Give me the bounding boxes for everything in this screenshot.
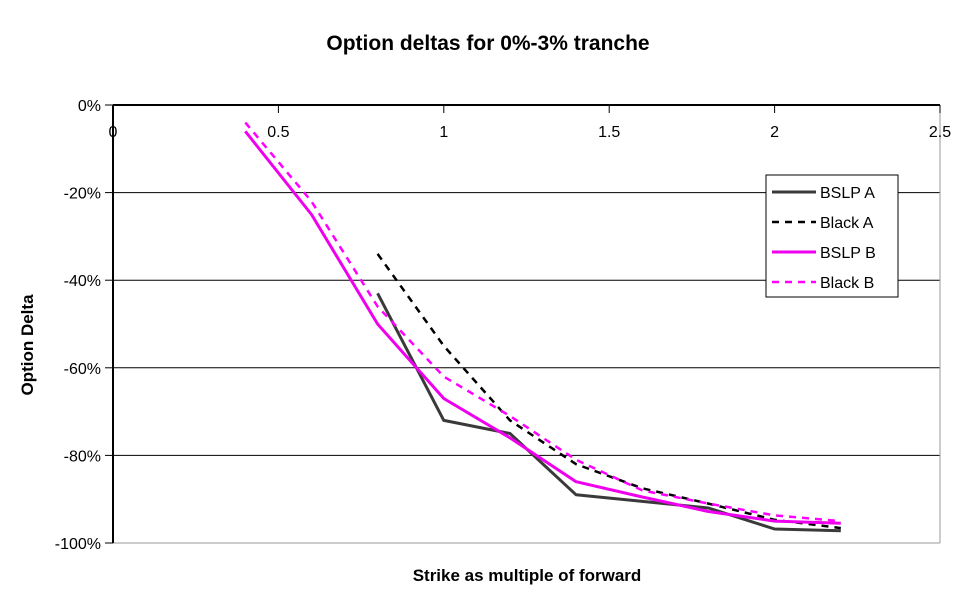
- x-tick-label: 0.5: [267, 124, 289, 141]
- x-axis-title: Strike as multiple of forward: [413, 566, 642, 585]
- legend-label-black-b: Black B: [820, 275, 874, 292]
- legend-label-bslp-a: BSLP A: [820, 185, 875, 202]
- y-axis-title: Option Delta: [18, 294, 37, 396]
- y-tick-label: -80%: [64, 448, 101, 465]
- legend-label-bslp-b: BSLP B: [820, 245, 876, 262]
- series-line-bslp-a: [376, 292, 841, 533]
- chart-title: Option deltas for 0%-3% tranche: [326, 32, 649, 55]
- y-tick-label: -40%: [64, 273, 101, 290]
- series-line-bslp-b: [244, 130, 841, 525]
- x-tick-label: 0: [109, 124, 118, 141]
- y-tick-label: -60%: [64, 361, 101, 378]
- y-tick-label: -100%: [55, 536, 101, 553]
- series-line-black-a: [376, 253, 841, 530]
- x-tick-label: 1: [439, 124, 448, 141]
- y-tick-label: 0%: [78, 98, 101, 115]
- series-line-black-b: [244, 121, 841, 523]
- x-tick-label: 2: [770, 124, 779, 141]
- y-tick-label: -20%: [64, 186, 101, 203]
- chart-generated-layer: 0 0.5 1 1.5 2 2.5 0% -20% -40% -60% -80% -100% BSLP …: [55, 98, 951, 553]
- x-tick-label: 1.5: [598, 124, 620, 141]
- legend-box: [765, 174, 899, 298]
- legend-label-black-a: Black A: [820, 215, 874, 232]
- x-tick-label: 2.5: [929, 124, 951, 141]
